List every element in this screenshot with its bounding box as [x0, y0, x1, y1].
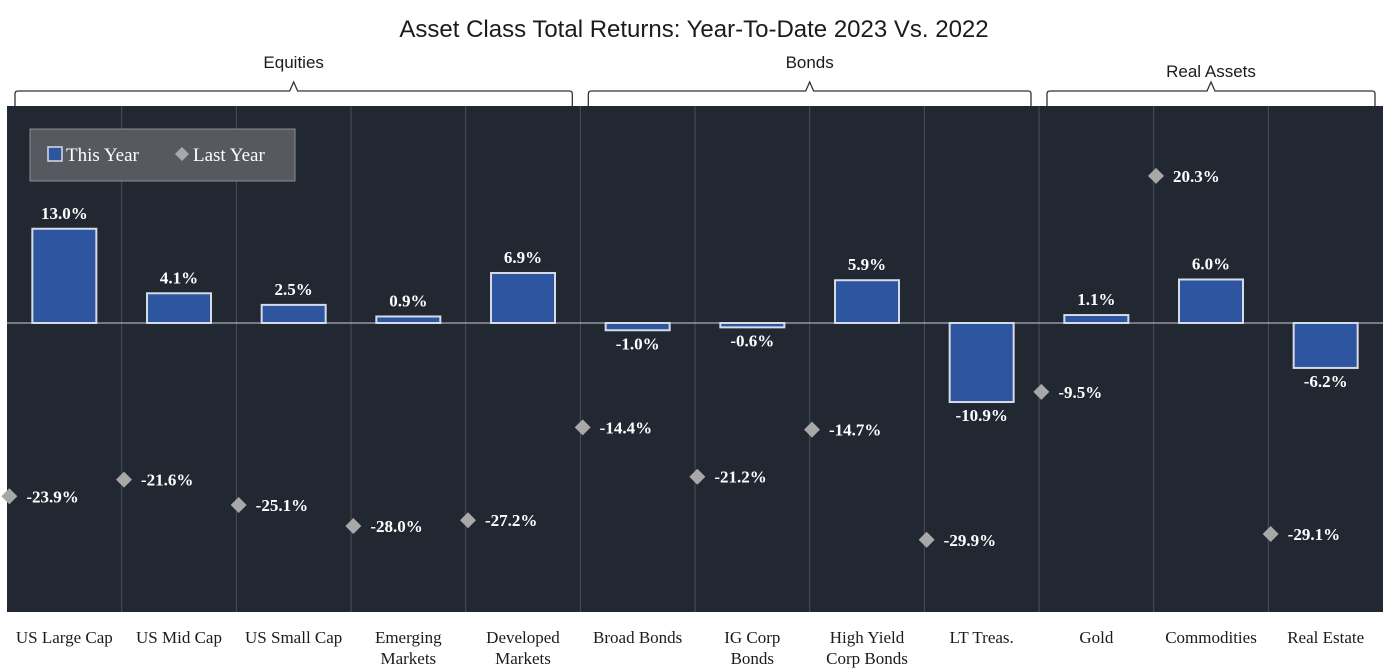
legend: This Year Last Year [29, 128, 296, 182]
bar-this-year [604, 322, 671, 332]
bar-value-label: 0.9% [389, 291, 427, 310]
last-year-value-label: -27.2% [485, 511, 537, 530]
x-tick-label: Commodities [1165, 628, 1257, 647]
group-bracket [587, 80, 1032, 113]
last-year-marker [1148, 167, 1164, 184]
last-year-marker [574, 419, 591, 436]
bar-value-label: 1.1% [1077, 290, 1115, 309]
bar-this-year [260, 303, 327, 324]
chart-title: Asset Class Total Returns: Year-To-Date … [399, 16, 988, 43]
bar-value-label: -10.9% [955, 406, 1007, 425]
bar-value-label: 6.9% [504, 248, 542, 267]
bar-this-year [1063, 314, 1130, 324]
x-tick-label: Gold [1079, 628, 1114, 647]
bar-value-label: -0.6% [730, 331, 774, 350]
bar-value-label: -1.0% [616, 334, 660, 353]
last-year-markers: -23.9% -21.6% -25.1% -28.0% -27.2% -14.4% -21.… [1, 167, 1340, 550]
last-year-value-label: -29.9% [944, 531, 996, 550]
x-tick-label: LT Treas. [950, 628, 1014, 647]
legend-last-year-label: Last Year [193, 145, 265, 166]
legend-box [29, 128, 296, 182]
last-year-value-label: -14.4% [600, 418, 652, 437]
last-year-marker [345, 518, 362, 534]
bar-value-label: 2.5% [275, 280, 313, 299]
last-year-marker [804, 421, 820, 438]
group-bracket [14, 80, 573, 113]
last-year-value-label: -29.1% [1288, 525, 1340, 544]
x-tick-label: Emerging Markets [375, 628, 442, 668]
legend-this-year-swatch [47, 146, 63, 162]
x-tick-label: US Mid Cap [136, 628, 222, 647]
x-tick-label: US Large Cap [16, 628, 113, 647]
x-tick-label: High Yield Corp Bonds [826, 628, 908, 668]
bar-value-label: -6.2% [1304, 372, 1348, 391]
bar-value-label: 4.1% [160, 268, 198, 287]
x-tick-label: Broad Bonds [593, 628, 682, 647]
last-year-value-label: -21.2% [714, 468, 766, 487]
bar-this-year [719, 322, 786, 329]
legend-last-year-diamond [175, 147, 189, 161]
bar-value-label: 5.9% [848, 255, 886, 274]
x-axis-labels: US Large Cap US Mid Cap US Small Cap Emergi… [16, 628, 1364, 668]
last-year-value-label: -9.5% [1058, 383, 1102, 402]
x-tick-label: US Small Cap [245, 628, 342, 647]
last-year-value-label: -14.7% [829, 421, 881, 440]
bar-this-year [948, 322, 1015, 404]
bar-this-year [490, 271, 556, 325]
x-tick-label: Developed Markets [486, 628, 560, 668]
group-label: Real Assets [1166, 62, 1256, 81]
bar-this-year [1292, 322, 1359, 369]
grid-lines [121, 106, 1269, 612]
last-year-marker [230, 496, 247, 513]
last-year-value-label: -21.6% [141, 471, 193, 490]
group-brackets: Equities Bonds Real Assets [14, 53, 1376, 113]
x-tick-label: IG Corp Bonds [724, 628, 780, 668]
last-year-value-label: -28.0% [370, 517, 422, 536]
group-label: Equities [263, 53, 323, 72]
last-year-value-label: -25.1% [256, 496, 308, 515]
last-year-marker [460, 512, 476, 529]
bar-this-year [1178, 278, 1244, 324]
bar-this-year [375, 315, 442, 325]
group-label: Bonds [786, 53, 834, 72]
x-tick-label: Real Estate [1287, 628, 1364, 647]
last-year-value-label: -23.9% [26, 487, 78, 506]
bar-this-year [31, 227, 98, 324]
bar-this-year [834, 279, 900, 325]
group-bracket [1046, 80, 1376, 113]
bars: 13.0% 4.1% 2.5% 0.9% 6.9% -1.0% -0.6% 5.9% -10.9… [31, 204, 1359, 425]
last-year-marker [689, 468, 706, 485]
last-year-marker [1033, 383, 1050, 400]
last-year-value-label: 20.3% [1173, 167, 1220, 186]
bar-value-label: 13.0% [41, 204, 88, 223]
last-year-marker [1, 488, 18, 505]
legend-this-year-label: This Year [66, 145, 140, 166]
bar-this-year [146, 292, 212, 324]
last-year-marker [116, 471, 132, 488]
last-year-marker [918, 531, 935, 548]
bar-value-label: 6.0% [1192, 255, 1230, 274]
last-year-marker [1262, 525, 1279, 542]
